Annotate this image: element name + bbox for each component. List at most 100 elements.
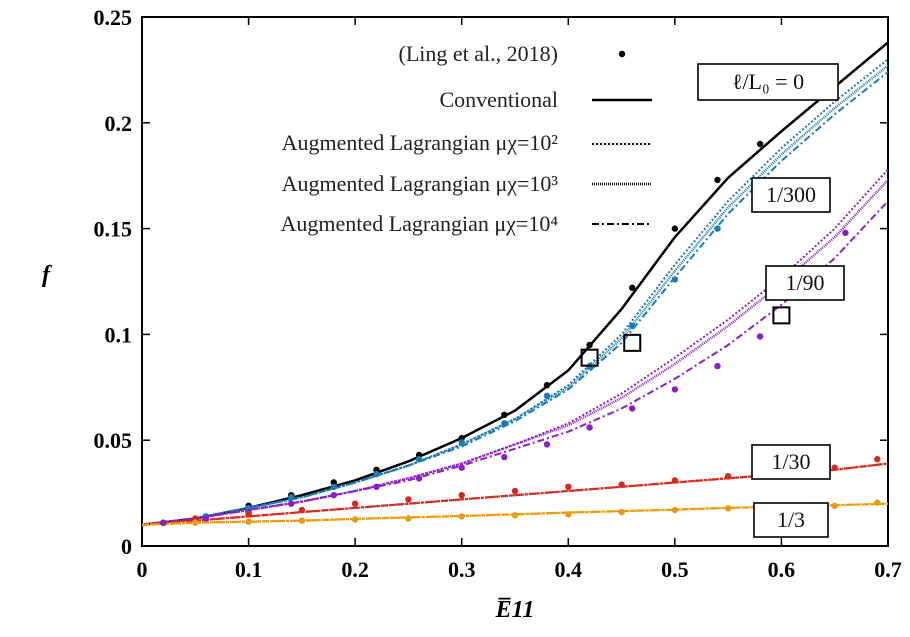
data-point bbox=[565, 483, 572, 490]
legend-label-ling: (Ling et al., 2018) bbox=[399, 41, 558, 66]
curve-label-box-90 bbox=[765, 265, 845, 301]
data-point bbox=[714, 176, 721, 184]
data-point bbox=[330, 483, 337, 490]
data-point bbox=[756, 140, 764, 148]
ticks: 0 0.1 0.2 0.3 0.4 0.5 0.6 0.7 0 0.05 0.1 0.15 0.2 0.2… bbox=[94, 5, 902, 582]
y-tick-label: 0 bbox=[121, 534, 132, 559]
data-point bbox=[671, 225, 679, 232]
data-point bbox=[458, 439, 465, 446]
series-line-mu4 bbox=[141, 462, 889, 526]
y-tick-label: 0.15 bbox=[94, 217, 133, 242]
curve-labels: ℓ/L₀ = 0 1/300 1/90 1/30 1/3 bbox=[697, 63, 845, 538]
data-point bbox=[415, 475, 423, 482]
y-axis-label: f bbox=[42, 262, 52, 288]
curve-label-box-3 bbox=[753, 502, 829, 538]
data-point bbox=[618, 481, 625, 488]
x-tick-label: 0.7 bbox=[874, 557, 902, 582]
data-points bbox=[160, 140, 881, 526]
data-point bbox=[501, 453, 508, 461]
data-point bbox=[373, 483, 380, 490]
curve-label-0: ℓ/L₀ = 0 bbox=[732, 69, 804, 94]
data-point bbox=[543, 392, 551, 399]
data-point bbox=[629, 284, 636, 291]
data-point bbox=[458, 513, 465, 520]
curve-label-300: 1/300 bbox=[766, 182, 816, 207]
square-markers bbox=[580, 306, 791, 367]
data-point bbox=[842, 229, 849, 236]
data-point bbox=[298, 517, 306, 524]
x-tick-label: 0.1 bbox=[235, 557, 263, 582]
data-point bbox=[330, 492, 337, 499]
x-tick-label: 0.5 bbox=[661, 557, 689, 582]
data-point bbox=[288, 494, 295, 501]
data-point bbox=[586, 424, 593, 431]
legend-label-conventional: Conventional bbox=[439, 87, 558, 112]
data-point bbox=[671, 477, 679, 484]
data-point bbox=[245, 511, 252, 518]
data-point bbox=[831, 502, 838, 509]
data-point bbox=[671, 386, 679, 393]
legend-label-mu4: Augmented Lagrangian μχ=10⁴ bbox=[281, 211, 559, 236]
data-point bbox=[714, 225, 721, 232]
data-point bbox=[874, 499, 881, 506]
data-point bbox=[831, 464, 838, 471]
data-point bbox=[671, 506, 679, 514]
data-point bbox=[511, 512, 519, 519]
data-point bbox=[629, 405, 636, 412]
data-point bbox=[543, 441, 551, 448]
curve-label-box-30 bbox=[751, 444, 831, 480]
data-point bbox=[618, 508, 625, 516]
series-line-mu4 bbox=[141, 200, 889, 526]
data-point bbox=[724, 473, 732, 480]
data-point bbox=[586, 341, 593, 349]
curve-label-box-300 bbox=[751, 177, 831, 213]
data-point bbox=[298, 506, 306, 514]
data-point bbox=[714, 362, 721, 370]
y-tick-label: 0.05 bbox=[94, 428, 133, 453]
curve-label-box-0 bbox=[697, 63, 839, 101]
data-point bbox=[458, 492, 465, 499]
curve-label-3: 1/3 bbox=[777, 507, 805, 532]
data-point bbox=[192, 519, 199, 526]
data-point bbox=[501, 420, 508, 427]
legend: (Ling et al., 2018) Conventional Augment… bbox=[281, 41, 652, 236]
curve-label-90: 1/90 bbox=[785, 270, 824, 295]
y-tick-label: 0.2 bbox=[105, 111, 133, 136]
series-line-mu3 bbox=[141, 179, 889, 526]
data-point bbox=[405, 496, 412, 503]
x-tick-label: 0.3 bbox=[448, 557, 476, 582]
x-tick-label: 0.2 bbox=[341, 557, 369, 582]
legend-sample-ling bbox=[618, 50, 626, 58]
square-marker bbox=[580, 348, 599, 367]
data-point bbox=[351, 500, 359, 507]
data-point bbox=[415, 456, 423, 463]
data-point bbox=[874, 456, 881, 463]
x-tick-label: 0 bbox=[137, 557, 148, 582]
legend-label-mu3: Augmented Lagrangian μχ=10³ bbox=[282, 171, 559, 196]
plot-frame bbox=[141, 16, 889, 547]
data-point bbox=[756, 333, 764, 340]
data-point bbox=[245, 518, 252, 525]
series-line-mu2 bbox=[141, 58, 889, 526]
data-point bbox=[501, 411, 508, 418]
data-point bbox=[160, 519, 167, 526]
square-marker bbox=[623, 333, 642, 352]
data-point bbox=[458, 464, 465, 471]
data-point bbox=[202, 515, 210, 522]
data-point bbox=[405, 515, 412, 522]
data-point bbox=[724, 505, 732, 512]
data-point bbox=[671, 276, 679, 283]
data-point bbox=[351, 516, 359, 523]
data-point bbox=[373, 470, 380, 478]
x-axis-label: E̅11 bbox=[495, 597, 535, 623]
legend-label-mu2: Augmented Lagrangian μχ=10² bbox=[282, 130, 559, 155]
data-point bbox=[511, 487, 519, 495]
data-point bbox=[629, 322, 636, 330]
x-tick-label: 0.4 bbox=[555, 557, 583, 582]
square-marker bbox=[772, 306, 791, 325]
y-tick-label: 0.25 bbox=[94, 5, 133, 30]
data-point bbox=[543, 382, 551, 389]
y-tick-label: 0.1 bbox=[105, 322, 133, 347]
curve-label-30: 1/30 bbox=[771, 449, 810, 474]
